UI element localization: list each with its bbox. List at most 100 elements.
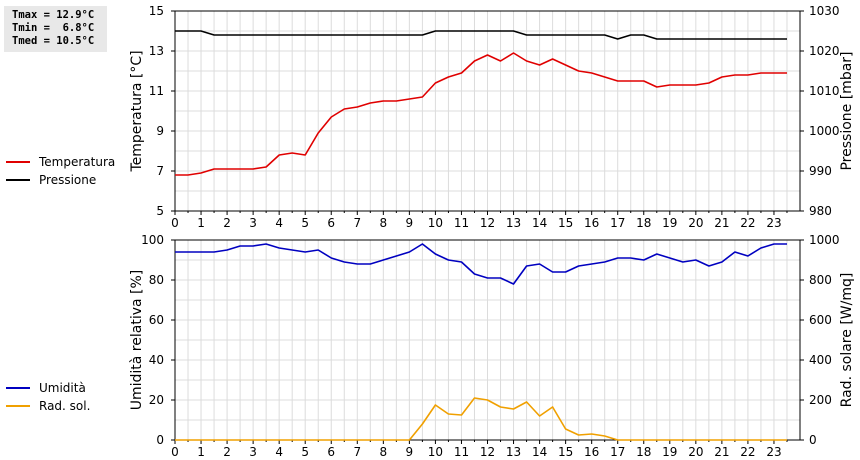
series-line-rad-sol- bbox=[175, 397, 787, 441]
series-line-umidit- bbox=[175, 243, 787, 285]
y2-tick-label: 980 bbox=[809, 204, 832, 218]
chart-panel-1: 0 1 2 3 4 5 6 7 8 9 10 11 12 13 14 15 16 17 18 19 20 21 22 2302… bbox=[129, 233, 855, 459]
series-line-pressione bbox=[175, 30, 787, 40]
x-tick-label: 5 bbox=[301, 216, 309, 230]
legend-swatch bbox=[6, 179, 30, 181]
y-tick-label: 11 bbox=[149, 84, 164, 98]
y2-tick-label: 1000 bbox=[809, 233, 840, 247]
y2-axis-label: Pressione [mbar] bbox=[839, 51, 855, 170]
y2-tick-label: 0 bbox=[809, 433, 817, 447]
y2-tick-label: 200 bbox=[809, 393, 832, 407]
x-tick-label: 22 bbox=[740, 216, 755, 230]
x-tick-label: 15 bbox=[558, 445, 573, 459]
x-tick-label: 13 bbox=[506, 445, 521, 459]
legend-item-umidita: Umidità bbox=[6, 379, 90, 397]
y2-tick-label: 1020 bbox=[809, 44, 840, 58]
x-tick-label: 8 bbox=[380, 445, 388, 459]
x-tick-label: 14 bbox=[532, 216, 547, 230]
x-tick-label: 2 bbox=[223, 216, 231, 230]
y-tick-label: 9 bbox=[156, 124, 164, 138]
x-tick-label: 6 bbox=[327, 216, 335, 230]
y-tick-label: 60 bbox=[149, 313, 164, 327]
stats-box: Tmax = 12.9°C Tmin = 6.8°C Tmed = 10.5°C bbox=[4, 6, 107, 52]
x-tick-label: 11 bbox=[454, 216, 469, 230]
x-tick-label: 9 bbox=[406, 216, 414, 230]
y-tick-label: 40 bbox=[149, 353, 164, 367]
x-tick-label: 14 bbox=[532, 445, 547, 459]
x-tick-label: 16 bbox=[584, 216, 599, 230]
x-tick-label: 6 bbox=[327, 445, 335, 459]
x-tick-label: 21 bbox=[714, 216, 729, 230]
y2-tick-label: 400 bbox=[809, 353, 832, 367]
x-tick-label: 10 bbox=[428, 445, 443, 459]
stats-line-tmin: Tmin = 6.8°C bbox=[12, 22, 95, 34]
x-tick-label: 4 bbox=[275, 216, 283, 230]
x-tick-label: 20 bbox=[688, 216, 703, 230]
x-tick-label: 21 bbox=[714, 445, 729, 459]
y-axis-label: Umidità relativa [%] bbox=[129, 270, 145, 411]
x-tick-label: 19 bbox=[662, 216, 677, 230]
stats-line-tmax: Tmax = 12.9°C bbox=[12, 9, 95, 21]
x-tick-label: 18 bbox=[636, 445, 651, 459]
y-tick-label: 7 bbox=[156, 164, 164, 178]
y2-tick-label: 600 bbox=[809, 313, 832, 327]
y2-tick-label: 990 bbox=[809, 164, 832, 178]
x-tick-label: 13 bbox=[506, 216, 521, 230]
x-tick-label: 7 bbox=[353, 216, 361, 230]
x-tick-label: 8 bbox=[380, 216, 388, 230]
x-tick-label: 9 bbox=[406, 445, 414, 459]
x-tick-label: 0 bbox=[171, 445, 179, 459]
chart-panel-0: 0 1 2 3 4 5 6 7 8 9 10 11 12 13 14 15 16 17 18 19 20 21 22 2357… bbox=[129, 4, 855, 230]
x-tick-label: 23 bbox=[766, 216, 781, 230]
x-tick-label: 18 bbox=[636, 216, 651, 230]
x-tick-label: 12 bbox=[480, 445, 495, 459]
y2-axis-label: Rad. solare [W/mq] bbox=[839, 273, 855, 408]
x-tick-label: 16 bbox=[584, 445, 599, 459]
y-tick-label: 13 bbox=[149, 44, 164, 58]
y2-tick-label: 1000 bbox=[809, 124, 840, 138]
legend-swatch bbox=[6, 161, 30, 163]
legend-swatch bbox=[6, 405, 30, 407]
x-tick-label: 19 bbox=[662, 445, 677, 459]
x-tick-label: 20 bbox=[688, 445, 703, 459]
x-tick-label: 1 bbox=[197, 216, 205, 230]
legend-top: Temperatura Pressione bbox=[6, 153, 115, 189]
y-tick-label: 80 bbox=[149, 273, 164, 287]
x-tick-label: 2 bbox=[223, 445, 231, 459]
x-tick-label: 12 bbox=[480, 216, 495, 230]
legend-label: Pressione bbox=[39, 173, 97, 187]
legend-item-radsol: Rad. sol. bbox=[6, 397, 90, 415]
x-tick-label: 5 bbox=[301, 445, 309, 459]
y2-tick-label: 1030 bbox=[809, 4, 840, 18]
y-tick-label: 100 bbox=[141, 233, 164, 247]
x-tick-label: 11 bbox=[454, 445, 469, 459]
legend-label: Temperatura bbox=[39, 155, 116, 169]
x-tick-label: 10 bbox=[428, 216, 443, 230]
y-tick-label: 20 bbox=[149, 393, 164, 407]
x-tick-label: 17 bbox=[610, 216, 625, 230]
x-tick-label: 3 bbox=[249, 216, 257, 230]
series-line-temperatura bbox=[175, 52, 787, 176]
y2-tick-label: 1010 bbox=[809, 84, 840, 98]
x-tick-label: 23 bbox=[766, 445, 781, 459]
x-tick-label: 0 bbox=[171, 216, 179, 230]
stats-line-tmed: Tmed = 10.5°C bbox=[12, 35, 95, 47]
y2-tick-label: 800 bbox=[809, 273, 832, 287]
legend-swatch bbox=[6, 387, 30, 389]
x-tick-label: 22 bbox=[740, 445, 755, 459]
x-tick-label: 7 bbox=[353, 445, 361, 459]
y-tick-label: 5 bbox=[156, 204, 164, 218]
legend-bottom: Umidità Rad. sol. bbox=[6, 379, 90, 415]
legend-label: Rad. sol. bbox=[39, 399, 91, 413]
x-tick-label: 15 bbox=[558, 216, 573, 230]
y-tick-label: 15 bbox=[149, 4, 164, 18]
x-tick-label: 17 bbox=[610, 445, 625, 459]
y-axis-label: Temperatura [°C] bbox=[129, 50, 145, 172]
x-tick-label: 3 bbox=[249, 445, 257, 459]
legend-item-pressione: Pressione bbox=[6, 171, 115, 189]
legend-label: Umidità bbox=[39, 381, 86, 395]
x-tick-label: 4 bbox=[275, 445, 283, 459]
legend-item-temperatura: Temperatura bbox=[6, 153, 115, 171]
y-tick-label: 0 bbox=[156, 433, 164, 447]
